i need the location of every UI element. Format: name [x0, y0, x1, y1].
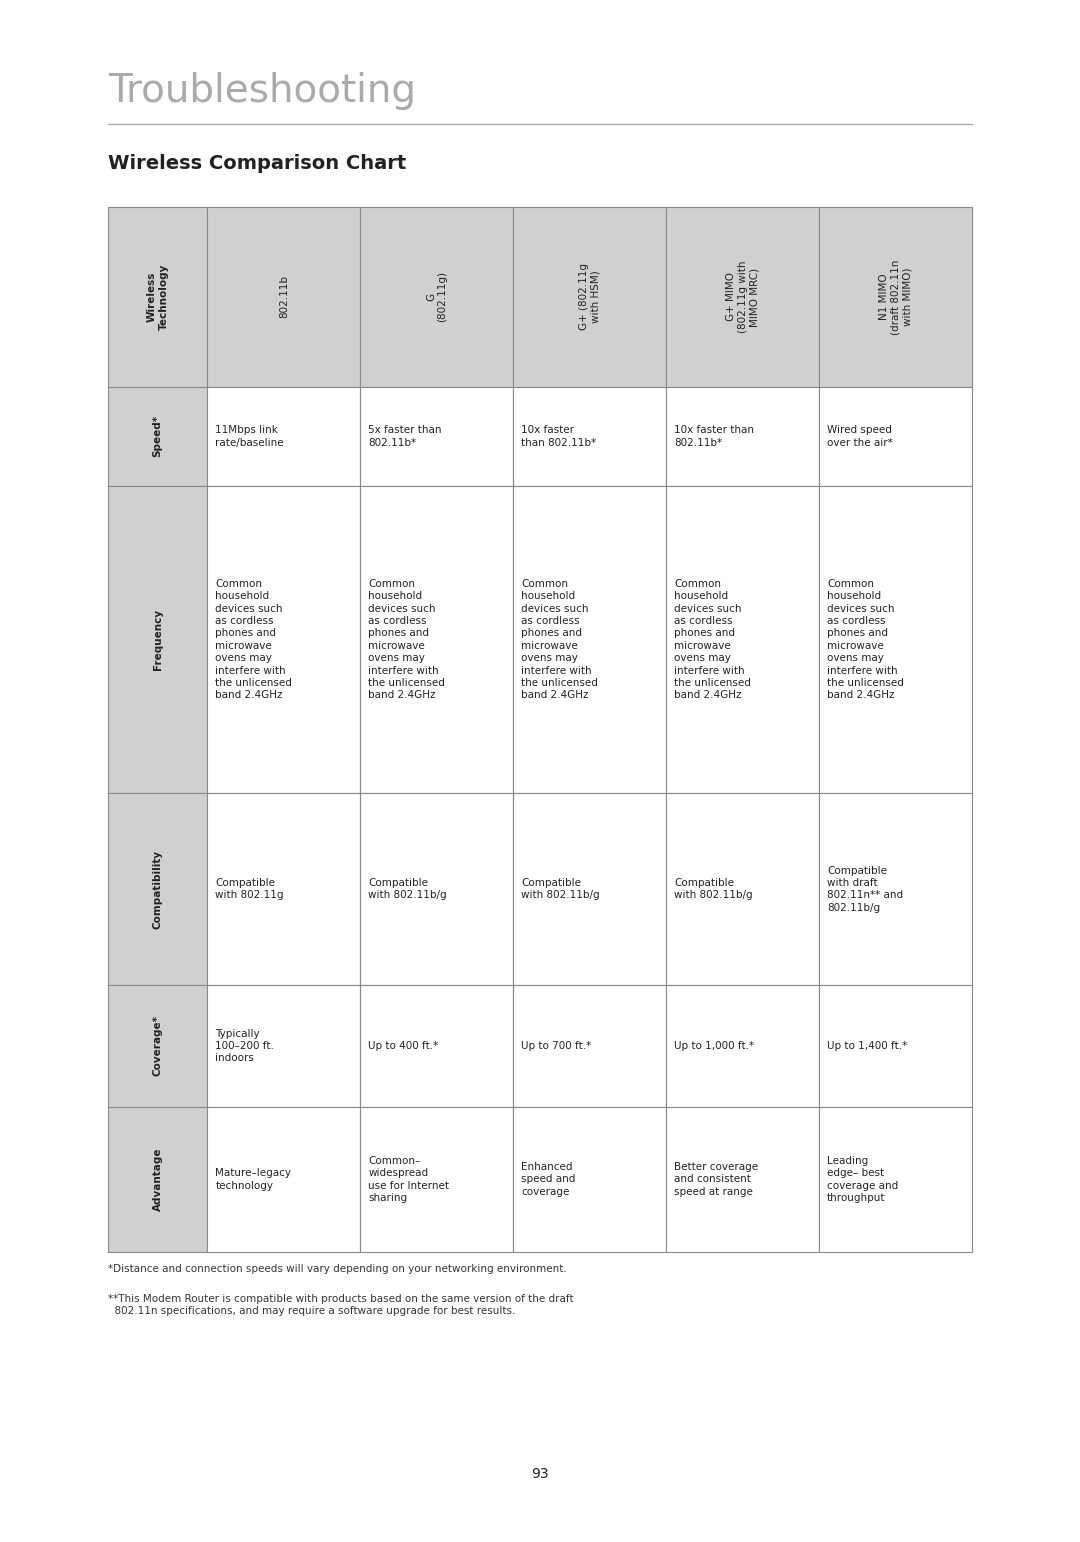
Text: Compatibility: Compatibility — [152, 850, 163, 928]
Text: 93: 93 — [531, 1466, 549, 1480]
Text: Advantage: Advantage — [152, 1147, 163, 1210]
Bar — [666, 207, 819, 387]
Text: Compatible
with draft
802.11n** and
802.11b/g: Compatible with draft 802.11n** and 802.… — [827, 865, 903, 913]
Bar — [513, 1107, 666, 1252]
Bar — [513, 387, 666, 486]
Text: Common
household
devices such
as cordless
phones and
microwave
ovens may
interfe: Common household devices such as cordles… — [674, 578, 751, 700]
Text: Troubleshooting: Troubleshooting — [108, 72, 416, 109]
Bar — [207, 207, 361, 387]
Text: *Distance and connection speeds will vary depending on your networking environme: *Distance and connection speeds will var… — [108, 1264, 567, 1274]
Bar — [666, 1107, 819, 1252]
Bar — [108, 985, 207, 1107]
Bar — [108, 794, 207, 985]
Bar — [819, 1107, 972, 1252]
Text: Common
household
devices such
as cordless
phones and
microwave
ovens may
interfe: Common household devices such as cordles… — [368, 578, 445, 700]
Bar — [207, 794, 361, 985]
Bar — [207, 387, 361, 486]
Text: Wireless Comparison Chart: Wireless Comparison Chart — [108, 154, 406, 173]
Bar — [513, 207, 666, 387]
Text: Common
household
devices such
as cordless
phones and
microwave
ovens may
interfe: Common household devices such as cordles… — [522, 578, 598, 700]
Bar — [361, 794, 513, 985]
Text: Compatible
with 802.11b/g: Compatible with 802.11b/g — [368, 877, 447, 901]
Bar — [666, 486, 819, 794]
Text: Up to 1,000 ft.*: Up to 1,000 ft.* — [674, 1041, 754, 1052]
Text: Enhanced
speed and
coverage: Enhanced speed and coverage — [522, 1163, 576, 1197]
Bar — [207, 486, 361, 794]
Text: 10x faster than
802.11b*: 10x faster than 802.11b* — [674, 426, 754, 447]
Bar — [819, 794, 972, 985]
Text: Up to 1,400 ft.*: Up to 1,400 ft.* — [827, 1041, 907, 1052]
Bar — [108, 387, 207, 486]
Text: Common
household
devices such
as cordless
phones and
microwave
ovens may
interfe: Common household devices such as cordles… — [827, 578, 904, 700]
Text: G+ MIMO
(802.11g with
MIMO MRC): G+ MIMO (802.11g with MIMO MRC) — [726, 261, 759, 333]
Text: G+ (802.11g
with HSM): G+ (802.11g with HSM) — [579, 264, 600, 330]
Text: Better coverage
and consistent
speed at range: Better coverage and consistent speed at … — [674, 1163, 758, 1197]
Text: Coverage*: Coverage* — [152, 1015, 163, 1076]
Bar — [513, 794, 666, 985]
Bar — [819, 486, 972, 794]
Text: **This Modem Router is compatible with products based on the same version of the: **This Modem Router is compatible with p… — [108, 1294, 573, 1315]
Bar — [819, 387, 972, 486]
Text: Compatible
with 802.11b/g: Compatible with 802.11b/g — [674, 877, 753, 901]
Text: Compatible
with 802.11b/g: Compatible with 802.11b/g — [522, 877, 599, 901]
Text: 802.11b: 802.11b — [279, 276, 288, 319]
Text: Up to 700 ft.*: Up to 700 ft.* — [522, 1041, 592, 1052]
Text: Speed*: Speed* — [152, 415, 163, 458]
Bar — [666, 387, 819, 486]
Bar — [819, 207, 972, 387]
Text: Wired speed
over the air*: Wired speed over the air* — [827, 426, 893, 447]
Bar — [361, 985, 513, 1107]
Text: 11Mbps link
rate/baseline: 11Mbps link rate/baseline — [215, 426, 284, 447]
Text: Leading
edge– best
coverage and
throughput: Leading edge– best coverage and throughp… — [827, 1156, 899, 1203]
Bar — [108, 1107, 207, 1252]
Bar — [207, 1107, 361, 1252]
Text: 10x faster
than 802.11b*: 10x faster than 802.11b* — [522, 426, 596, 447]
Bar — [207, 985, 361, 1107]
Bar — [108, 207, 207, 387]
Text: 5x faster than
802.11b*: 5x faster than 802.11b* — [368, 426, 442, 447]
Bar — [361, 486, 513, 794]
Bar — [513, 486, 666, 794]
Text: Common
household
devices such
as cordless
phones and
microwave
ovens may
interfe: Common household devices such as cordles… — [215, 578, 293, 700]
Text: G
(802.11g): G (802.11g) — [426, 271, 447, 322]
Bar — [513, 985, 666, 1107]
Bar — [361, 207, 513, 387]
Bar — [361, 1107, 513, 1252]
Bar — [666, 985, 819, 1107]
Text: Compatible
with 802.11g: Compatible with 802.11g — [215, 877, 284, 901]
Text: Wireless
Technology: Wireless Technology — [147, 264, 168, 330]
Text: Up to 400 ft.*: Up to 400 ft.* — [368, 1041, 438, 1052]
Bar — [666, 794, 819, 985]
Bar — [819, 985, 972, 1107]
Bar — [361, 387, 513, 486]
Text: Mature–legacy
technology: Mature–legacy technology — [215, 1169, 292, 1190]
Text: N1 MIMO
(draft 802.11n
with MIMO): N1 MIMO (draft 802.11n with MIMO) — [879, 259, 913, 335]
Text: Typically
100–200 ft.
indoors: Typically 100–200 ft. indoors — [215, 1029, 274, 1064]
Bar — [108, 486, 207, 794]
Text: Frequency: Frequency — [152, 609, 163, 671]
Text: Common–
widespread
use for Internet
sharing: Common– widespread use for Internet shar… — [368, 1156, 449, 1203]
